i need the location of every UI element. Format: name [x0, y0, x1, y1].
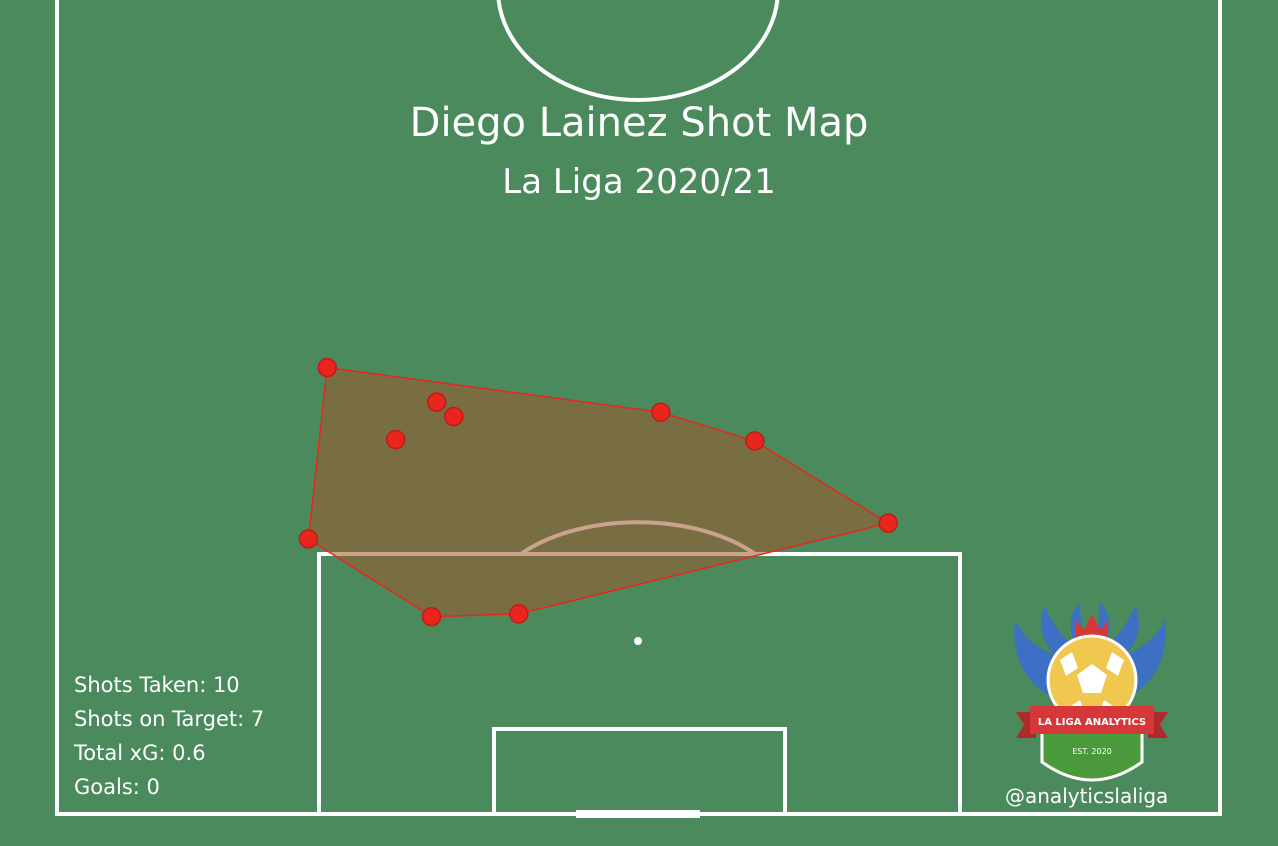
- la-liga-analytics-logo: LA LIGA ANALYTICS EST. 2020: [1014, 602, 1168, 782]
- banner-text: LA LIGA ANALYTICS: [1038, 717, 1146, 728]
- shot-point: [878, 513, 898, 533]
- social-handle: @analyticslaliga: [1005, 784, 1169, 808]
- ball-panel: [1060, 652, 1078, 676]
- crown-icon: [1076, 614, 1108, 640]
- stat-shots-on-target: Shots on Target: 7: [74, 707, 265, 731]
- six-yard-box: [492, 727, 787, 816]
- shot-hull: [307, 366, 891, 618]
- ball-panel: [1077, 664, 1107, 693]
- est-text: EST. 2020: [1072, 747, 1112, 756]
- chart-title: Diego Lainez Shot Map: [409, 100, 869, 146]
- ball-panel: [1106, 652, 1124, 676]
- banner-ribbon: [1030, 706, 1154, 734]
- shield-icon: [1040, 730, 1144, 782]
- stat-goals: Goals: 0: [74, 775, 160, 799]
- stats-panel: Shots Taken: 10 Shots on Target: 7 Total…: [74, 668, 264, 804]
- penalty-spot: [634, 637, 642, 645]
- shot-point: [317, 357, 337, 378]
- stat-total-xg: Total xG: 0.6: [74, 741, 206, 765]
- shot-point: [745, 431, 765, 451]
- shot-point: [421, 606, 442, 627]
- shot-point: [426, 392, 447, 412]
- shot-point: [650, 402, 671, 422]
- chart-subtitle: La Liga 2020/21: [502, 162, 776, 202]
- shot-point: [298, 529, 319, 549]
- stat-shots-taken: Shots Taken: 10: [74, 673, 240, 697]
- shot-point: [385, 429, 406, 450]
- shot-point: [509, 604, 529, 624]
- shot-point: [444, 406, 464, 427]
- centre-circle: [496, 0, 780, 102]
